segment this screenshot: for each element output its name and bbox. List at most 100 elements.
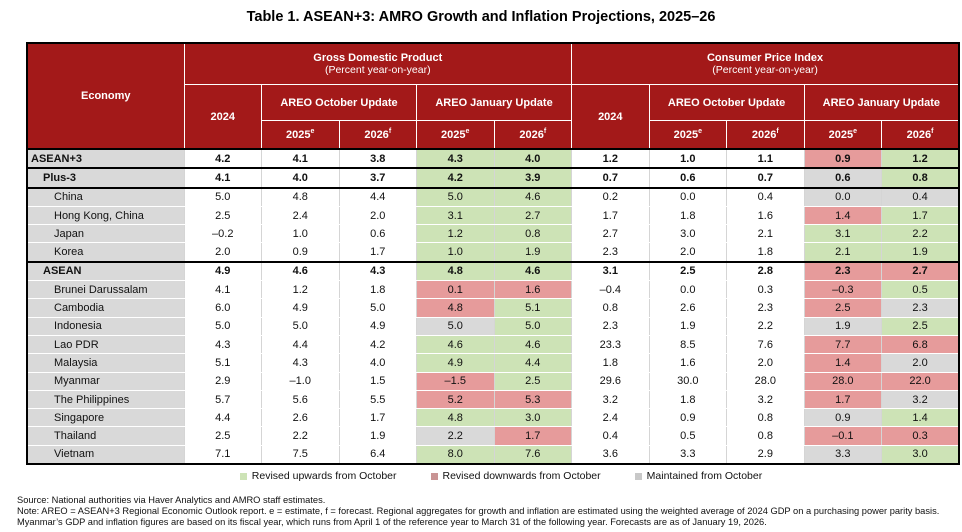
header-cpi-subtitle: (Percent year-on-year) xyxy=(712,64,818,76)
economy-name: Cambodia xyxy=(27,298,185,318)
gdp-y2024-cell: 4.1 xyxy=(183,167,262,189)
cpi-oct2026-cell: 1.1 xyxy=(726,147,805,170)
gdp-y2024-cell: 5.7 xyxy=(183,389,262,410)
cpi-oct2025-cell: 1.0 xyxy=(648,147,728,170)
gdp-jan2026-cell: 1.7 xyxy=(493,426,573,446)
gdp-oct2025-cell: 4.9 xyxy=(261,298,340,318)
header-year-2026f: 2026f xyxy=(493,120,573,150)
economy-name: Myanmar xyxy=(27,371,185,391)
legend-swatch-down xyxy=(430,472,438,480)
economy-name: Lao PDR xyxy=(27,334,185,355)
gdp-y2024-cell: 4.9 xyxy=(183,260,262,282)
cpi-jan2026-cell: 2.2 xyxy=(881,224,960,244)
cpi-oct2025-cell: 1.6 xyxy=(648,353,728,373)
gdp-jan2026-cell: 4.4 xyxy=(493,353,573,373)
header-year-2026f: 2026f xyxy=(338,120,417,150)
table-row: Korea 2.0 0.9 1.7 1.0 1.9 2.3 2.0 1.8 2.1 1.9 xyxy=(27,242,960,263)
table-row: The Philippines 5.7 5.6 5.5 5.2 5.3 3.2 1.8 3.2 1… xyxy=(27,389,960,410)
cpi-jan2025-cell: 1.9 xyxy=(803,316,883,336)
cpi-oct2026-cell: 2.9 xyxy=(726,444,805,466)
gdp-oct2025-cell: 5.6 xyxy=(261,389,340,410)
gdp-y2024-cell: 6.0 xyxy=(183,298,262,318)
economy-name: The Philippines xyxy=(27,389,185,410)
gdp-jan2025-cell: 1.2 xyxy=(416,224,495,244)
cpi-oct2026-cell: 1.6 xyxy=(726,205,805,226)
gdp-y2024-cell: 2.5 xyxy=(183,205,262,226)
source-note: Source: National authorities via Haver A… xyxy=(17,495,326,505)
cpi-jan2026-cell: 0.5 xyxy=(881,280,960,300)
header-cpi: Consumer Price Index (Percent year-on-ye… xyxy=(571,43,960,85)
cpi-oct2025-cell: 2.6 xyxy=(648,298,728,318)
cpi-y2024-cell: 2.4 xyxy=(571,408,650,428)
gdp-oct2025-cell: 2.2 xyxy=(261,426,340,446)
cpi-y2024-cell: 3.6 xyxy=(571,444,650,466)
gdp-oct2025-cell: 0.9 xyxy=(261,242,340,263)
cpi-y2024-cell: 23.3 xyxy=(571,334,650,355)
table-row: Japan –0.2 1.0 0.6 1.2 0.8 2.7 3.0 2.1 3.1 2.2 xyxy=(27,224,960,244)
legend-item-same: Maintained from October xyxy=(634,470,762,482)
gdp-jan2025-cell: 5.0 xyxy=(416,187,495,207)
header-year-2025e: 2025e xyxy=(416,120,495,150)
cpi-jan2025-cell: 3.1 xyxy=(803,224,883,244)
header-cpi-january: AREO January Update xyxy=(803,84,960,121)
header-year-2025e: 2025e xyxy=(803,120,883,150)
gdp-jan2025-cell: 2.2 xyxy=(416,426,495,446)
cpi-oct2025-cell: 3.0 xyxy=(648,224,728,244)
gdp-jan2026-cell: 2.5 xyxy=(493,371,573,391)
gdp-jan2026-cell: 4.6 xyxy=(493,334,573,355)
economy-name: ASEAN xyxy=(27,260,185,282)
gdp-y2024-cell: 4.1 xyxy=(183,280,262,300)
cpi-oct2026-cell: 0.3 xyxy=(726,280,805,300)
gdp-jan2026-cell: 5.3 xyxy=(493,389,573,410)
economy-name: Vietnam xyxy=(27,444,185,466)
table-row: Indonesia 5.0 5.0 4.9 5.0 5.0 2.3 1.9 2.2 1.9 2.5 xyxy=(27,316,960,336)
cpi-y2024-cell: 1.8 xyxy=(571,353,650,373)
cpi-y2024-cell: 2.7 xyxy=(571,224,650,244)
gdp-oct2026-cell: 3.8 xyxy=(338,147,417,170)
cpi-oct2025-cell: 1.8 xyxy=(648,205,728,226)
gdp-oct2026-cell: 5.5 xyxy=(338,389,417,410)
cpi-oct2025-cell: 3.3 xyxy=(648,444,728,466)
gdp-oct2026-cell: 0.6 xyxy=(338,224,417,244)
table-row: Brunei Darussalam 4.1 1.2 1.8 0.1 1.6 –0.4 0.0 0… xyxy=(27,280,960,300)
economy-name: Malaysia xyxy=(27,353,185,373)
cpi-jan2025-cell: 0.9 xyxy=(803,408,883,428)
cpi-jan2025-cell: 7.7 xyxy=(803,334,883,355)
header-gdp-subtitle: (Percent year-on-year) xyxy=(324,64,431,76)
cpi-y2024-cell: 0.7 xyxy=(571,167,650,189)
gdp-y2024-cell: 4.3 xyxy=(183,334,262,355)
cpi-jan2026-cell: 3.2 xyxy=(881,389,960,410)
cpi-jan2025-cell: 0.9 xyxy=(803,147,883,170)
gdp-y2024-cell: 4.4 xyxy=(183,408,262,428)
gdp-oct2025-cell: 4.8 xyxy=(261,187,340,207)
gdp-jan2026-cell: 3.0 xyxy=(493,408,573,428)
gdp-jan2025-cell: 4.8 xyxy=(416,408,495,428)
cpi-y2024-cell: 2.3 xyxy=(571,242,650,263)
cpi-oct2026-cell: 2.3 xyxy=(726,298,805,318)
gdp-oct2025-cell: 2.4 xyxy=(261,205,340,226)
cpi-y2024-cell: 1.7 xyxy=(571,205,650,226)
cpi-oct2026-cell: 2.8 xyxy=(726,260,805,282)
cpi-jan2026-cell: 2.3 xyxy=(881,298,960,318)
gdp-oct2026-cell: 3.7 xyxy=(338,167,417,189)
cpi-jan2025-cell: –0.1 xyxy=(803,426,883,446)
gdp-jan2025-cell: 4.2 xyxy=(416,167,495,189)
cpi-y2024-cell: 1.2 xyxy=(571,147,650,170)
header-year-2026f: 2026f xyxy=(881,120,960,150)
legend-item-up: Revised upwards from October xyxy=(239,470,397,482)
gdp-oct2025-cell: 5.0 xyxy=(261,316,340,336)
gdp-oct2026-cell: 1.9 xyxy=(338,426,417,446)
cpi-jan2026-cell: 1.4 xyxy=(881,408,960,428)
gdp-oct2026-cell: 1.8 xyxy=(338,280,417,300)
cpi-oct2026-cell: 28.0 xyxy=(726,371,805,391)
gdp-jan2025-cell: 4.8 xyxy=(416,260,495,282)
gdp-oct2026-cell: 1.5 xyxy=(338,371,417,391)
cpi-jan2026-cell: 1.9 xyxy=(881,242,960,263)
gdp-y2024-cell: 4.2 xyxy=(183,147,262,170)
cpi-y2024-cell: 29.6 xyxy=(571,371,650,391)
gdp-oct2025-cell: 4.0 xyxy=(261,167,340,189)
cpi-y2024-cell: 0.8 xyxy=(571,298,650,318)
gdp-jan2026-cell: 4.6 xyxy=(493,260,573,282)
cpi-oct2026-cell: 0.8 xyxy=(726,408,805,428)
cpi-jan2026-cell: 0.4 xyxy=(881,187,960,207)
